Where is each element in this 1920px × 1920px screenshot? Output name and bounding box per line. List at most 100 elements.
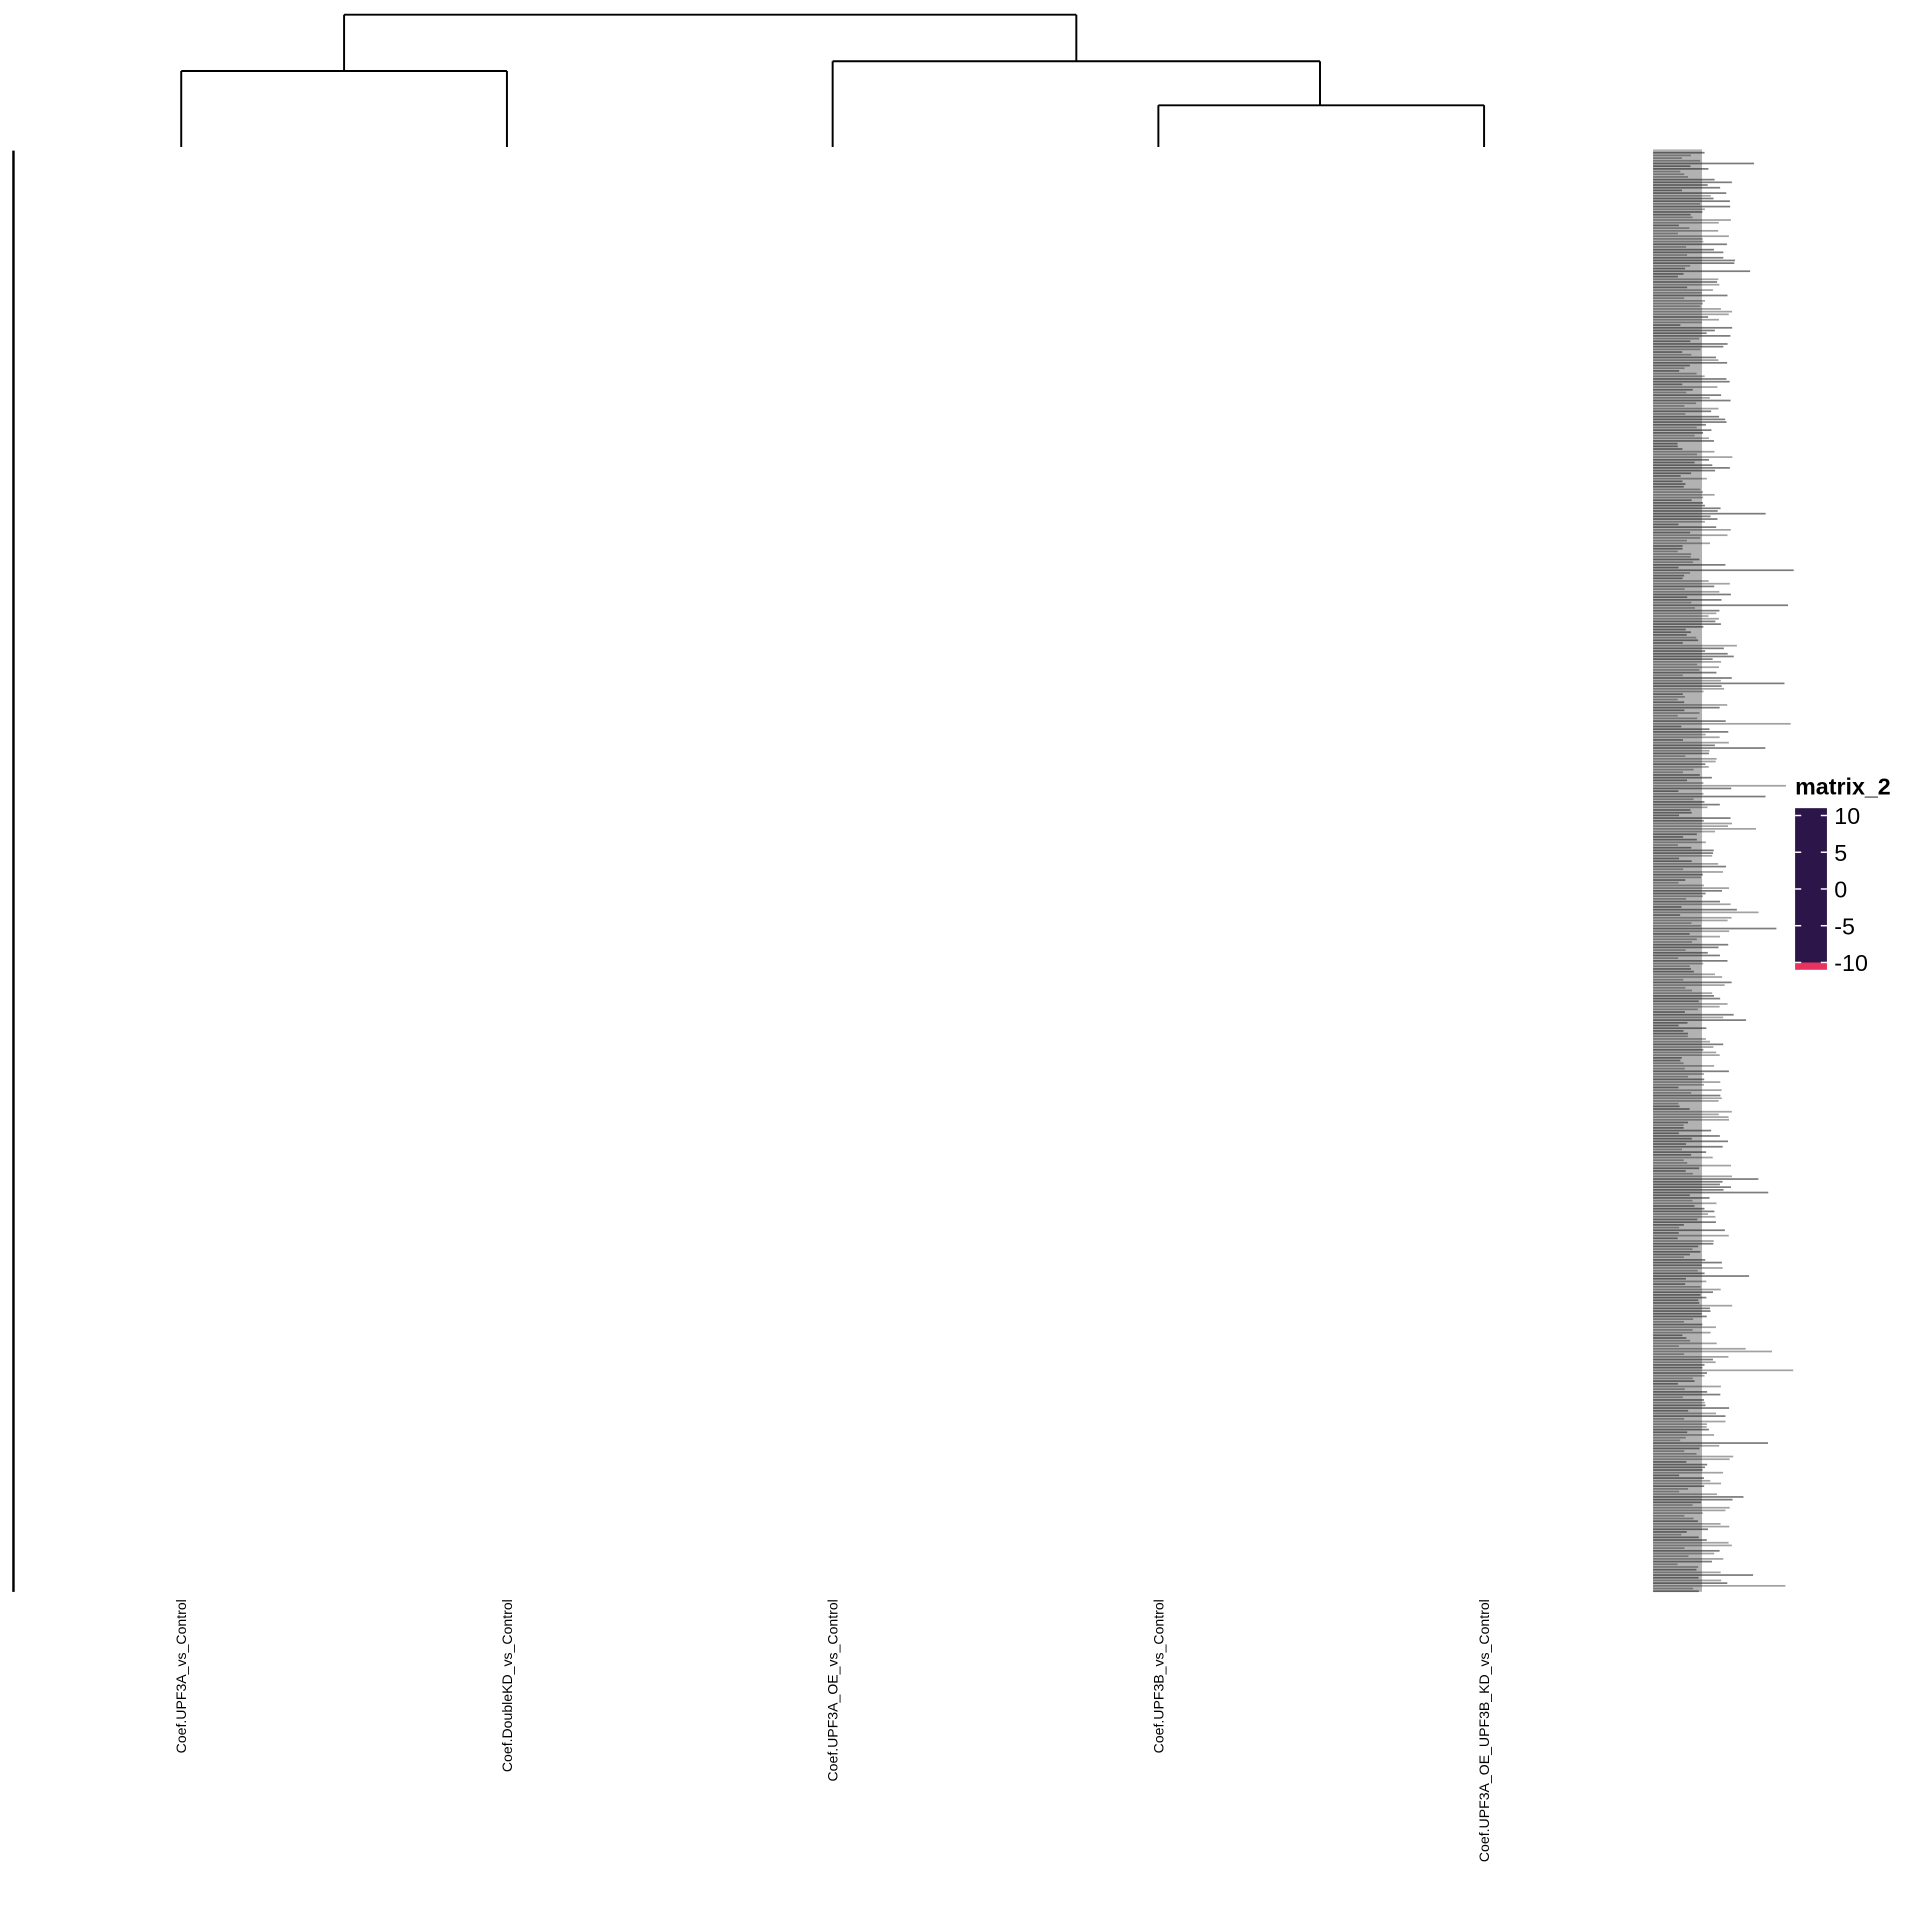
- row-label-texture: [1653, 1463, 1708, 1466]
- row-label-texture: [1653, 736, 1720, 739]
- row-label-texture: [1653, 1401, 1705, 1404]
- row-label-texture: [1653, 1038, 1706, 1040]
- row-label-texture: [1653, 865, 1726, 868]
- row-label-texture: [1653, 426, 1697, 429]
- row-label-texture: [1653, 1035, 1688, 1038]
- column-label: Coef.DoubleKD_vs_Control: [499, 1599, 515, 1772]
- row-label-texture: [1653, 1264, 1702, 1267]
- row-label-texture: [1653, 1194, 1690, 1197]
- row-label-texture: [1653, 1269, 1698, 1272]
- row-label-texture: [1653, 235, 1729, 238]
- row-label-texture: [1653, 1380, 1695, 1382]
- row-label-texture: [1653, 1234, 1729, 1237]
- row-label-texture: [1653, 1366, 1703, 1369]
- row-label-texture: [1653, 1385, 1721, 1388]
- row-label-texture: [1653, 558, 1700, 561]
- row-label-texture: [1653, 281, 1718, 283]
- row-label-texture: [1653, 615, 1709, 617]
- row-label-texture: [1653, 1127, 1684, 1129]
- row-label-texture: [1653, 391, 1687, 394]
- row-label-texture: [1653, 531, 1691, 534]
- row-label-texture: [1653, 569, 1794, 572]
- row-label-texture: [1653, 1482, 1722, 1485]
- row-label-texture: [1653, 577, 1683, 580]
- row-label-texture: [1653, 1092, 1692, 1094]
- row-label-texture: [1653, 612, 1717, 615]
- row-label-texture: [1653, 297, 1685, 300]
- row-label-texture: [1653, 685, 1722, 687]
- row-label-texture: [1653, 1067, 1685, 1070]
- row-label-texture: [1653, 717, 1698, 720]
- row-label-texture: [1653, 1046, 1714, 1048]
- row-label-texture: [1653, 1272, 1705, 1275]
- row-label-texture: [1653, 1488, 1689, 1490]
- row-label-texture: [1653, 1477, 1704, 1479]
- row-label-texture: [1653, 248, 1714, 251]
- row-label-texture: [1653, 1137, 1692, 1140]
- row-label-texture: [1653, 526, 1717, 528]
- row-label-texture: [1653, 289, 1713, 291]
- row-label-texture: [1653, 1075, 1689, 1078]
- row-label-texture: [1653, 450, 1715, 453]
- row-label-texture: [1653, 572, 1691, 574]
- row-label-texture: [1653, 1377, 1693, 1380]
- row-label-texture: [1653, 1525, 1730, 1528]
- row-label-texture: [1653, 922, 1692, 925]
- row-label-texture: [1653, 574, 1685, 577]
- row-label-texture: [1653, 418, 1726, 421]
- row-label-texture: [1653, 1568, 1697, 1571]
- row-label-texture: [1653, 1108, 1690, 1110]
- row-label-texture: [1653, 305, 1701, 308]
- legend-tick-label: -5: [1834, 913, 1855, 939]
- row-label-texture: [1653, 817, 1731, 819]
- row-label-texture: [1653, 663, 1698, 666]
- row-label-texture: [1653, 415, 1720, 418]
- row-label-texture: [1653, 324, 1681, 326]
- row-label-texture: [1653, 1474, 1680, 1477]
- row-label-texture: [1653, 1143, 1686, 1145]
- row-label-texture: [1653, 650, 1706, 652]
- row-label-texture: [1653, 693, 1683, 696]
- row-label-texture: [1653, 679, 1721, 682]
- row-label-texture: [1653, 1110, 1732, 1113]
- row-label-texture: [1653, 1005, 1720, 1008]
- row-label-texture: [1653, 491, 1703, 493]
- row-label-texture: [1653, 698, 1678, 701]
- row-label-texture: [1653, 881, 1679, 884]
- row-label-texture: [1653, 1523, 1721, 1525]
- row-label-texture: [1653, 1558, 1724, 1560]
- row-label-texture: [1653, 903, 1731, 906]
- row-label-texture: [1653, 752, 1709, 755]
- row-label-texture: [1653, 1555, 1689, 1558]
- row-label-texture: [1653, 329, 1715, 332]
- row-label-texture: [1653, 308, 1721, 310]
- row-label-texture: [1653, 458, 1709, 461]
- row-label-texture: [1653, 1447, 1700, 1450]
- row-label-texture: [1653, 722, 1791, 725]
- row-label-texture: [1653, 1145, 1723, 1148]
- row-label-texture: [1653, 580, 1709, 582]
- row-label-texture: [1653, 792, 1704, 795]
- row-label-texture: [1653, 316, 1709, 318]
- row-label-texture: [1653, 189, 1682, 192]
- row-label-texture: [1653, 599, 1722, 601]
- row-label-texture: [1653, 642, 1683, 644]
- row-label-texture: [1653, 394, 1722, 396]
- row-label-texture: [1653, 623, 1721, 625]
- row-label-texture: [1653, 300, 1706, 302]
- row-label-texture: [1653, 795, 1766, 798]
- row-label-texture: [1653, 504, 1705, 507]
- row-label-texture: [1653, 1547, 1685, 1549]
- row-label-texture: [1653, 647, 1724, 650]
- row-label-texture: [1653, 168, 1709, 170]
- row-label-texture: [1653, 326, 1733, 329]
- row-label-texture: [1653, 1213, 1709, 1215]
- row-label-texture: [1653, 181, 1732, 184]
- row-label-texture: [1653, 916, 1732, 919]
- row-label-texture: [1653, 582, 1730, 585]
- row-label-texture: [1653, 908, 1737, 911]
- row-label-texture: [1653, 1339, 1691, 1342]
- row-label-texture: [1653, 1250, 1701, 1253]
- row-label-texture: [1653, 860, 1692, 863]
- row-label-texture: [1653, 658, 1713, 660]
